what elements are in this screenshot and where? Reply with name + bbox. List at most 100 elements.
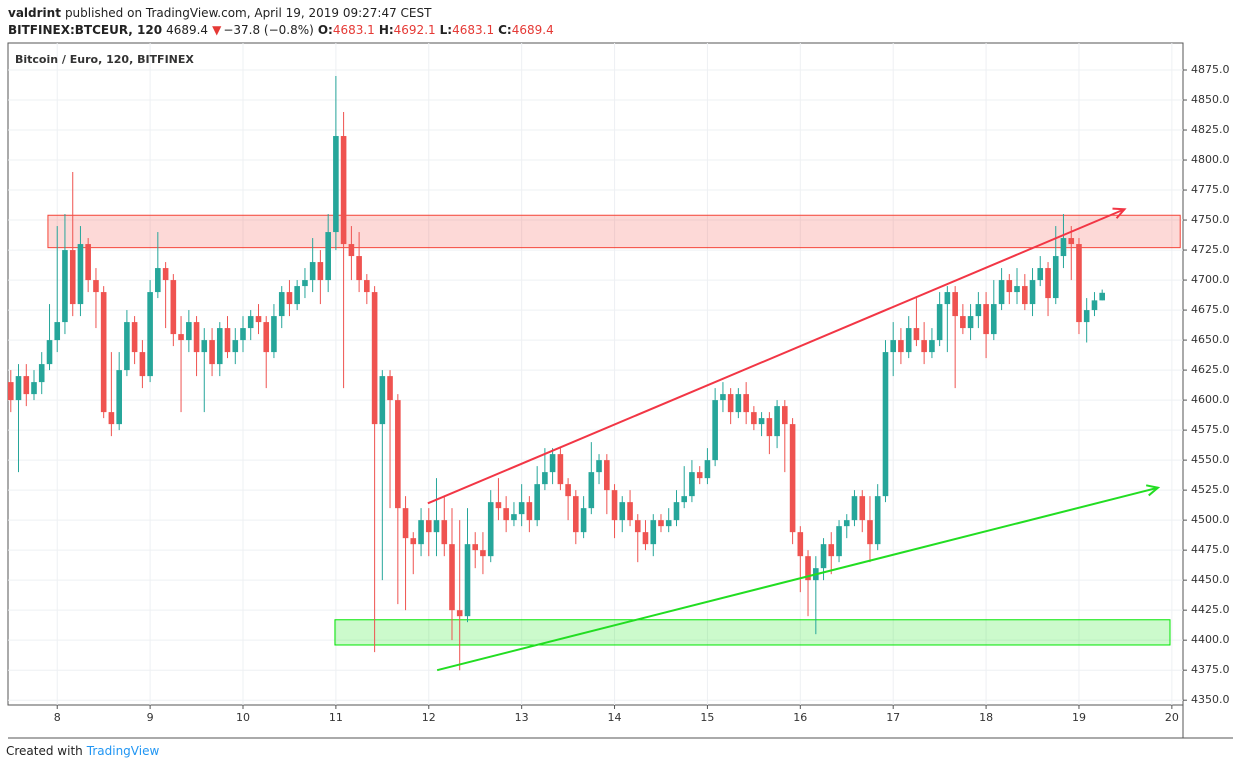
last-price: 4689.4 (166, 23, 208, 37)
candle-body (573, 496, 579, 533)
candle-body (433, 520, 440, 533)
candle-body (15, 376, 22, 401)
candle-body (410, 538, 417, 545)
candle-body (38, 364, 45, 383)
candle-body (441, 520, 448, 545)
candle-body (526, 502, 533, 521)
candle-body (627, 502, 633, 521)
candle-body (325, 232, 331, 281)
candle-body (449, 544, 455, 611)
candle-body (379, 376, 386, 425)
candle-body (124, 322, 130, 371)
candle-body (317, 262, 324, 281)
y-tick-label: 4800.0 (1191, 153, 1230, 166)
candle-body (534, 484, 540, 521)
candle-body (23, 376, 30, 395)
candle-body (116, 370, 122, 425)
trend-line (436, 486, 1159, 672)
candle-body (85, 244, 91, 281)
candle-body (1060, 238, 1067, 257)
x-tick-label: 20 (1165, 711, 1179, 724)
header-line: valdrint published on TradingView.com, Ap… (8, 6, 432, 20)
candle-body (162, 268, 169, 281)
candle-body (1022, 286, 1028, 305)
candle-body (139, 352, 146, 377)
candle-body (828, 544, 835, 557)
candle-body (309, 262, 316, 281)
candle-body (990, 304, 997, 335)
candle-body (689, 472, 695, 497)
plot-frame (7, 42, 1184, 706)
candle-body (371, 292, 378, 425)
x-tick-label: 10 (236, 711, 250, 724)
candle-body (913, 328, 920, 341)
candle-body (46, 340, 53, 365)
candle-body (998, 280, 1005, 305)
candle-body (147, 292, 153, 377)
y-tick-label: 4350.0 (1191, 693, 1230, 706)
candle-body (1006, 280, 1013, 293)
y-tick-label: 4375.0 (1191, 663, 1230, 676)
candle-body (735, 394, 742, 413)
candle-body (456, 610, 463, 617)
open-label: O: (318, 23, 333, 37)
candle-body (673, 502, 680, 521)
y-tick-label: 4725.0 (1191, 243, 1230, 256)
x-tick-label: 13 (515, 711, 529, 724)
candle-body (859, 496, 866, 521)
candle-body (960, 316, 966, 329)
candle-body (364, 280, 370, 293)
candle-body (774, 406, 780, 437)
symbol-line: BITFINEX:BTCEUR, 120 4689.4 ▼ −37.8 (−0.8%)… (8, 23, 554, 37)
candle-body (387, 376, 393, 401)
symbol: BITFINEX:BTCEUR, 120 (8, 23, 162, 37)
candle-body (704, 460, 711, 479)
candle-body (898, 340, 904, 353)
candle-body (758, 418, 765, 425)
high-value: 4692.1 (394, 23, 436, 37)
candle-body (944, 292, 951, 305)
change: −37.8 (−0.8%) (223, 23, 314, 37)
y-tick-label: 4625.0 (1191, 363, 1230, 376)
candle-body (681, 496, 688, 503)
candle-body (100, 292, 107, 413)
published: published on TradingView.com, April 19, … (65, 6, 432, 20)
y-tick-label: 4700.0 (1191, 273, 1230, 286)
x-tick-label: 14 (608, 711, 622, 724)
candle-body (665, 520, 672, 527)
candle-body (232, 340, 239, 353)
x-tick-label: 18 (979, 711, 993, 724)
candle-body (263, 322, 270, 353)
candle-body (278, 292, 285, 317)
high-label: H: (379, 23, 394, 37)
candle-body (209, 340, 215, 365)
candle-body (1037, 268, 1044, 281)
candle-body (464, 544, 471, 617)
candle-body (286, 292, 293, 305)
candle-body (789, 424, 796, 533)
x-tick-label: 15 (700, 711, 714, 724)
y-tick-label: 4575.0 (1191, 423, 1230, 436)
candle-body (108, 412, 115, 425)
candle-body (1014, 286, 1020, 293)
candle-body (240, 328, 246, 341)
candle-body (658, 520, 664, 527)
candle-body (843, 520, 850, 527)
y-tick-label: 4425.0 (1191, 603, 1230, 616)
candle-body (54, 322, 61, 341)
candle-body (867, 520, 873, 545)
brand[interactable]: TradingView (86, 744, 160, 758)
candle-body (851, 496, 858, 521)
candle-body (952, 292, 958, 317)
candle-body (418, 520, 424, 545)
change-arrow: ▼ (212, 23, 222, 37)
candle-body (905, 328, 912, 353)
author[interactable]: valdrint (8, 6, 61, 20)
candle-body (518, 502, 525, 515)
y-tick-label: 4500.0 (1191, 513, 1230, 526)
x-tick-label: 12 (422, 711, 436, 724)
candle-body (588, 472, 595, 509)
candle-body (975, 304, 982, 317)
candle-body (619, 502, 626, 521)
